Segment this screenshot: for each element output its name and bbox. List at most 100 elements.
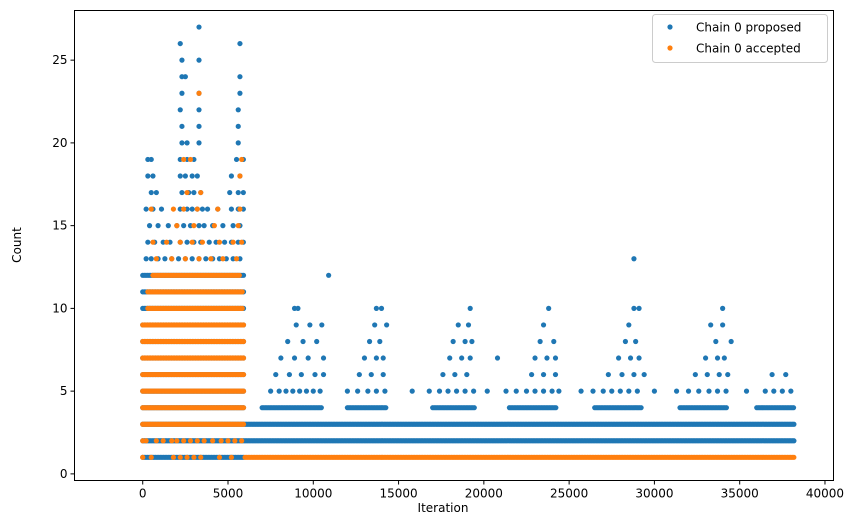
data-point [148,189,154,196]
data-point [235,223,241,229]
data-point [196,57,202,63]
data-point [239,438,245,444]
data-point [356,371,362,378]
data-point [268,388,274,394]
data-point [191,223,197,229]
x-tick-label: 30000 [635,487,673,501]
y-tick-label: 20 [52,136,67,150]
data-point [455,322,461,328]
data-point [626,322,632,328]
data-point [153,189,159,196]
data-point [344,388,350,394]
x-tick-label: 5000 [213,487,244,501]
data-point [179,123,185,129]
data-point [232,438,238,444]
data-point [233,256,240,262]
data-point [175,256,182,262]
data-point [383,405,389,411]
data-point [636,305,642,311]
data-point [203,256,209,262]
data-point [184,454,190,460]
data-point [199,206,206,212]
data-point [235,140,241,146]
data-point [556,388,562,394]
x-tick-label: 15000 [379,487,417,501]
data-point [471,405,477,411]
data-point [239,239,245,245]
data-point [208,256,214,262]
data-point [143,206,149,212]
data-point [181,156,187,163]
data-point [553,405,559,411]
data-point [552,371,559,378]
data-point [237,90,243,96]
data-point [685,388,692,394]
data-point [239,305,245,311]
data-point [184,140,190,146]
data-point [162,256,168,262]
data-point [187,438,194,444]
y-tick-label: 0 [60,467,68,481]
data-point [201,438,207,444]
data-point [440,371,446,378]
data-point [228,206,235,212]
data-point [293,322,299,328]
data-point [692,371,698,378]
data-point [240,371,247,378]
data-point [326,272,332,278]
data-point [723,388,729,394]
data-point [788,388,794,394]
data-point [503,388,509,394]
data-point [196,140,202,146]
data-point [762,388,768,394]
data-point [605,371,611,378]
data-point [198,454,204,460]
data-point [513,388,519,394]
data-point [708,322,714,328]
data-point [673,388,680,394]
data-point [779,388,785,394]
data-point [278,355,284,361]
data-point [196,256,202,262]
data-point [285,338,291,345]
data-point [467,305,473,311]
data-point [619,371,625,378]
data-point [771,388,777,394]
data-point [631,256,637,262]
x-tick-label: 0 [139,487,147,501]
data-point [196,24,202,30]
legend-label-proposed: Chain 0 proposed [696,21,801,35]
data-point [150,239,156,245]
data-point [552,355,559,361]
data-point [189,206,195,212]
data-point [320,371,327,378]
data-point [409,388,415,394]
data-point [177,454,183,460]
data-point [373,388,379,394]
data-point [286,371,293,378]
data-point [532,388,538,394]
data-point [627,355,634,361]
series-1 [140,90,797,460]
legend-marker-proposed [667,24,673,30]
data-point [790,405,797,411]
y-tick-label: 25 [52,53,67,67]
data-point [181,438,187,444]
data-point [194,206,200,212]
data-point [355,388,361,394]
data-point [143,438,149,444]
x-tick-label: 25000 [550,487,588,501]
data-point [469,338,475,345]
data-point [714,355,721,361]
data-point [471,388,477,394]
data-point [153,438,159,444]
data-point [290,388,296,394]
data-point [743,388,750,394]
data-point [273,371,279,378]
data-point [721,355,727,361]
data-point [713,338,719,345]
data-point [194,173,200,179]
data-point [177,239,183,245]
data-point [300,338,306,345]
